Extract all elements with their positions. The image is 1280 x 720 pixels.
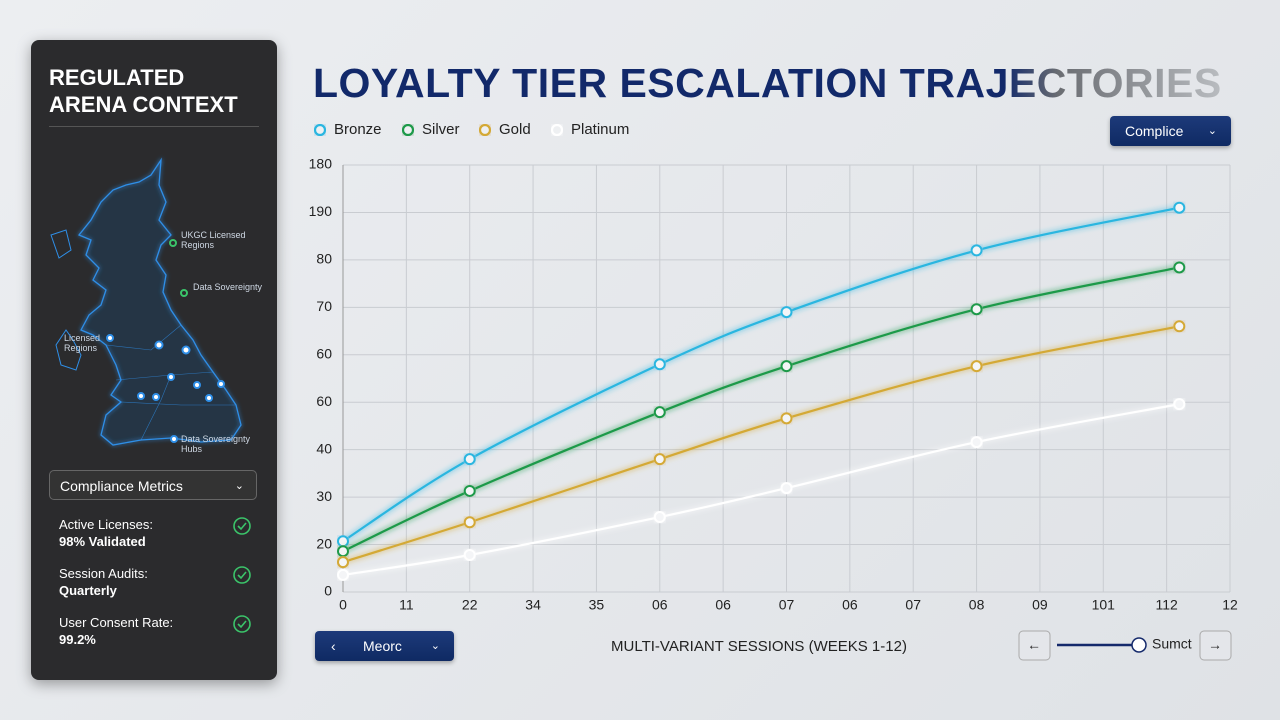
y-tick-label: 20 [316,535,332,551]
slider-handle[interactable] [1131,637,1147,653]
x-tick-label: 08 [969,597,985,613]
metric-label: Active Licenses: [59,517,153,532]
x-tick-label: 06 [652,597,668,613]
chart-title: LOYALTY TIER ESCALATION TRAJECTORIES [313,60,1222,106]
legend-marker [401,123,415,137]
uk-map [50,157,242,446]
data-point [463,484,476,497]
data-point [780,306,793,319]
y-tick-label: 40 [316,440,332,456]
metric-value: 99.2% [59,632,96,647]
x-tick-label: 09 [1032,597,1048,613]
y-tick-label: 180 [309,156,333,172]
legend-label: Gold [499,121,531,138]
metric: User Consent Rate: 99.2% [59,614,173,648]
button-label: Complice [1125,123,1184,139]
x-tick-label: 12 [1222,597,1238,613]
data-point [970,244,983,257]
slider-left-button[interactable] [1018,630,1051,661]
data-point [337,535,349,548]
metrics-dropdown[interactable]: Compliance Metrics ⌄ [49,470,257,500]
check-icons [233,517,251,633]
x-axis-label: MULTI-VARIANT SESSIONS (WEEKS 1-12) [611,638,907,655]
dropdown-button[interactable]: Complice ⌄ [1110,116,1231,146]
grid [342,164,1231,593]
x-tick-label: 07 [779,597,795,613]
data-point [653,358,666,371]
y-tick-label: 0 [324,583,332,599]
slider-right-button[interactable] [1199,630,1232,661]
data-point [463,548,476,561]
legend-marker [478,123,492,137]
map-label: Data Sovereignty Hubs [181,434,251,454]
slider-label: Sumct [1152,636,1192,652]
metric-label: Session Audits: [59,566,148,581]
map-label: UKGC Licensed Regions [181,230,246,250]
x-tick-label: 11 [399,597,414,613]
data-point [653,453,666,466]
data-point [970,360,983,373]
metric-value: 98% Validated [59,534,146,549]
y-tick-label: 30 [316,488,332,504]
chevron: ⌄ [234,480,244,492]
y-tick-label: 60 [316,393,332,409]
x-tick-label: 06 [842,597,858,613]
legend-label: Silver [422,121,460,138]
legend-label: Platinum [571,121,629,138]
context-panel: REGULATED ARENA CONTEXT UKGC Licensed Re… [31,40,277,680]
arrow: → [1208,637,1222,653]
legend-marker [313,123,327,137]
data-point [653,511,666,524]
data-point [337,568,349,581]
x-tick-label: 35 [589,597,605,613]
y-tick-label: 70 [316,298,332,314]
x-tick-label: 101 [1092,597,1116,613]
y-tick-label: 80 [316,251,332,267]
data-point [780,482,793,495]
panel-title: REGULATED ARENA CONTEXT [49,65,238,117]
data-point [1173,398,1186,411]
button-label: Meorc [363,638,402,654]
data-point [1173,261,1186,274]
data-point [653,406,666,419]
data-point [1173,201,1186,214]
x-tick-label: 22 [462,597,478,613]
x-tick-label: 07 [905,597,921,613]
x-tick-label: 112 [1155,597,1178,613]
metric-label: User Consent Rate: [59,615,174,630]
metric-value: Quarterly [59,583,117,598]
data-point [463,453,476,466]
data-point [970,436,983,449]
data-point [463,516,476,529]
metric: Session Audits: Quarterly [59,565,148,599]
chevron: ⌄ [1207,125,1217,137]
data-point [337,545,349,558]
legend-label: Bronze [334,121,382,138]
data-point [780,360,793,373]
chevron: ⌄ [430,640,440,652]
nav-button[interactable]: ‹ Meorc ⌄ [315,631,454,661]
data-point [1173,320,1186,333]
x-tick-label: 0 [339,597,347,613]
dropdown-label: Compliance Metrics [60,478,183,494]
legend-marker [550,123,564,137]
map-label: Licensed Regions [64,333,101,353]
arrow: ← [1027,637,1041,653]
data-point [337,556,349,569]
data-point [970,303,983,316]
y-tick-label: 60 [316,345,332,361]
series-line [342,206,1180,543]
x-tick-label: 34 [525,597,541,613]
arrow: ‹ [331,638,336,654]
x-tick-label: 06 [715,597,731,613]
map-label: Data Sovereignty [193,282,263,292]
data-point [780,412,793,425]
divider [49,126,259,127]
metric: Active Licenses: 98% Validated [59,516,153,550]
series-line [342,266,1180,553]
y-tick-label: 190 [309,203,333,219]
